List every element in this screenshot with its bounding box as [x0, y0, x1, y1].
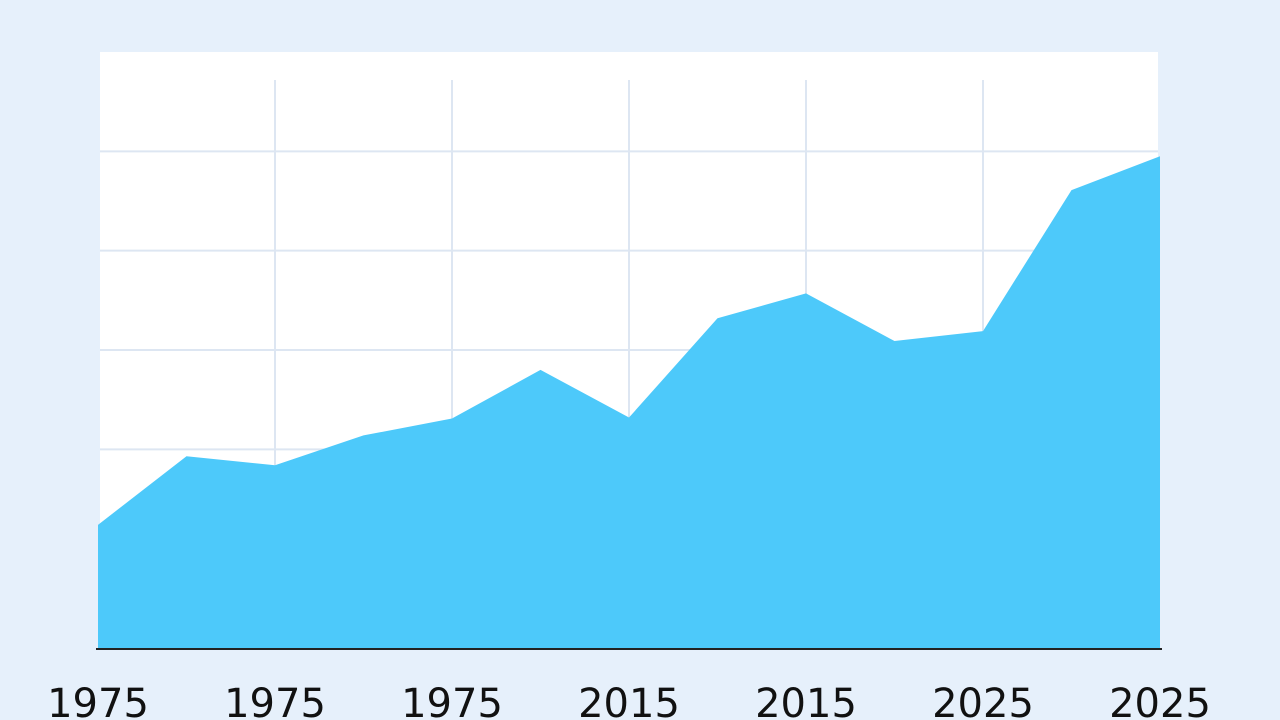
- x-tick-label: 2025: [932, 681, 1034, 720]
- x-tick-label: 2025: [1109, 681, 1211, 720]
- x-tick-label: 1975: [401, 681, 503, 720]
- x-tick-label: 1975: [224, 681, 326, 720]
- x-tick-label: 2015: [755, 681, 857, 720]
- x-tick-label: 2015: [578, 681, 680, 720]
- x-tick-label: 1975: [47, 681, 149, 720]
- area: [98, 156, 1160, 649]
